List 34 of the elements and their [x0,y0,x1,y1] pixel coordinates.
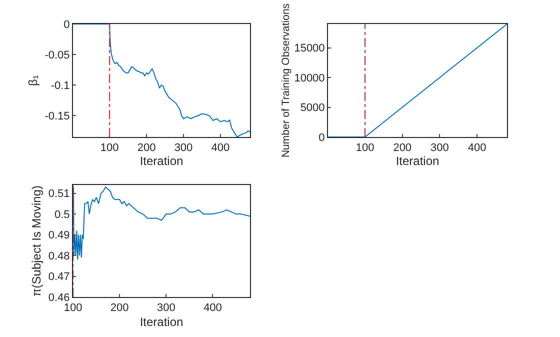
y-tick-label: 0.47 [48,271,70,284]
x-tick-label: 200 [137,142,156,154]
y-tick-label: -0.05 [44,49,70,62]
y-tick-label: 5000 [300,102,325,114]
line-series [73,24,250,137]
y-axis-title: Number of Training Observations [280,3,292,158]
line-series [73,186,250,260]
y-tick-label: 0.5 [54,208,70,221]
x-tick-label: 100 [64,302,82,314]
y-axis-title: π(Subject Is Moving) [30,186,44,296]
y-tick-label: -0.15 [44,110,70,122]
x-axis-title: Iteration [396,154,440,168]
x-tick-label: 400 [211,142,230,154]
x-tick-label: 400 [468,142,486,154]
x-tick-label: 200 [393,142,412,154]
x-axis-title: Iteration [140,315,184,330]
y-tick-label: 10000 [294,72,325,84]
y-tick-label: 0.51 [48,188,70,200]
y-tick-label: 0.48 [48,250,70,262]
y-tick-label: 0.46 [48,292,70,304]
x-tick-label: 100 [100,142,119,154]
x-tick-label: 200 [110,302,129,314]
y-axis-title: β₁ [26,75,40,86]
x-tick-label: 300 [430,142,449,154]
x-axis-title: Iteration [140,154,184,168]
y-tick-label: -0.1 [50,80,70,92]
y-tick-label: 15000 [294,42,325,55]
x-tick-label: 300 [156,302,176,314]
y-tick-label: 0.49 [48,230,70,242]
x-tick-label: 400 [204,302,222,314]
x-tick-label: 300 [174,142,193,154]
y-tick-label: 0 [318,132,325,144]
x-tick-label: 100 [356,142,374,154]
y-tick-label: 0 [64,18,70,31]
